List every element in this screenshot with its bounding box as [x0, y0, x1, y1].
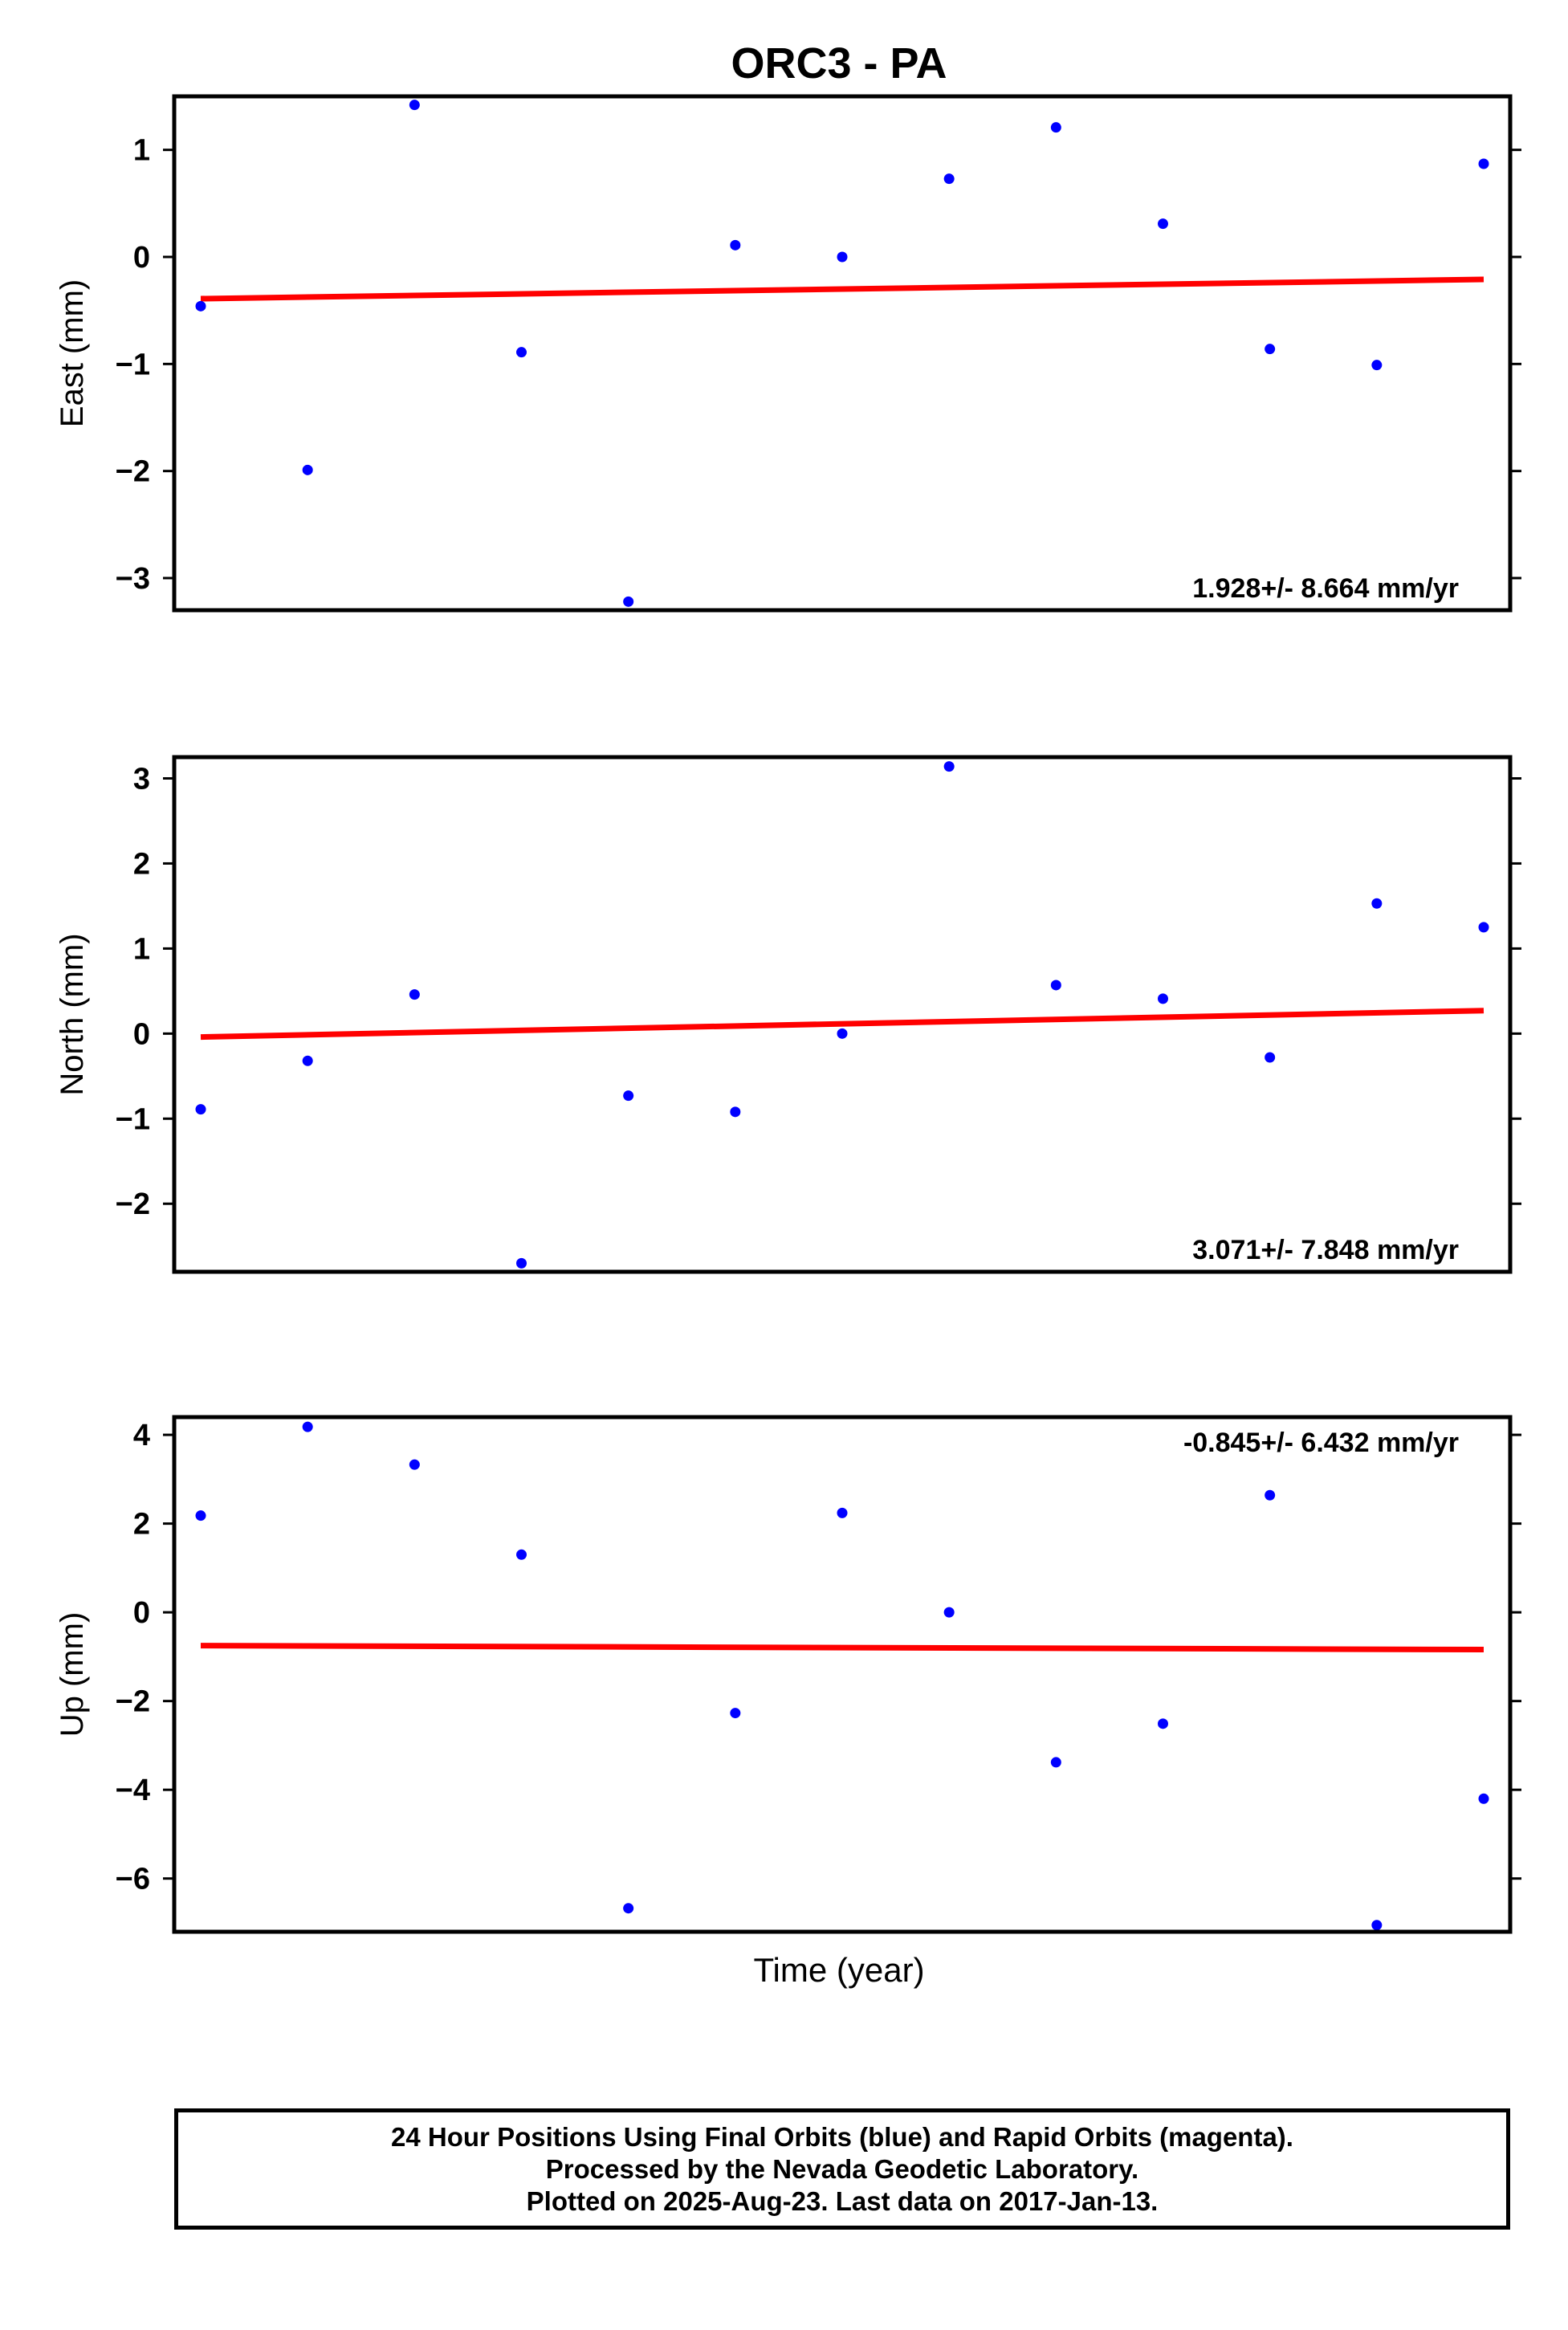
east-ytick-label: 1 — [133, 134, 150, 168]
up-ytick-label: −6 — [116, 1863, 150, 1896]
east-ytick-label: −3 — [116, 562, 150, 596]
east-data-point — [1050, 122, 1061, 133]
up-ytick-label: 2 — [133, 1508, 150, 1542]
north-rate-label: 3.071+/- 7.848 mm/yr — [1192, 1235, 1459, 1265]
east-data-point — [302, 464, 313, 475]
east-ytick-label: −1 — [116, 348, 150, 381]
east-data-point — [1478, 158, 1489, 169]
east-data-point — [730, 239, 741, 251]
up-ytick-label: 0 — [133, 1596, 150, 1630]
footer-line-plotted: Plotted on 2025-Aug-23. Last data on 201… — [526, 2185, 1159, 2216]
north-data-point — [730, 1106, 741, 1118]
up-data-point — [1050, 1757, 1061, 1768]
east-panel: 1 0 −1 −2 −3 East (mm) 1.928+/- 8.664 mm/yr — [55, 94, 1521, 613]
east-plot-frame — [172, 94, 1513, 613]
up-trend-line — [200, 1643, 1485, 1653]
up-rate-label: -0.845+/- 6.432 mm/yr — [1183, 1428, 1459, 1458]
east-data-point — [1265, 344, 1276, 355]
east-y-axis-label: East (mm) — [55, 279, 90, 427]
up-plot-frame — [172, 1415, 1513, 1934]
north-data-point — [302, 1055, 313, 1066]
north-ytick-label: −2 — [116, 1187, 150, 1221]
up-data-point — [302, 1421, 313, 1432]
chart-title: ORC3 - PA — [731, 39, 947, 88]
up-data-point — [1478, 1793, 1489, 1804]
north-data-point — [516, 1257, 527, 1269]
up-panel: 4 2 0 −2 −4 −6 Up (mm) -0.845+/- 6.432 mm/yr — [55, 1415, 1521, 1934]
east-data-point — [1371, 360, 1383, 371]
north-trend-line — [200, 1008, 1485, 1041]
north-data-point — [1265, 1052, 1276, 1063]
up-ytick-label: −2 — [116, 1685, 150, 1719]
up-data-point — [1265, 1489, 1276, 1501]
east-data-point — [837, 251, 848, 263]
up-data-point — [195, 1510, 206, 1521]
up-data-point — [837, 1507, 848, 1518]
east-trend-line — [200, 276, 1485, 302]
north-data-point — [195, 1104, 206, 1115]
north-panel: 3 2 1 0 −1 −2 North (mm) 3.071+/- 7.848 mm/yr — [55, 755, 1521, 1274]
panels: 1 0 −1 −2 −3 East (mm) 1.928+/- 8.664 mm/yr 3 2 1… — [55, 94, 1521, 1934]
up-data-point — [943, 1607, 955, 1618]
north-data-point — [1371, 898, 1383, 909]
north-data-point — [623, 1090, 634, 1102]
north-y-axis-label: North (mm) — [55, 933, 90, 1095]
north-data-point — [837, 1028, 848, 1039]
east-data-point — [1158, 218, 1168, 230]
up-y-axis-label: Up (mm) — [55, 1612, 90, 1737]
east-rate-label: 1.928+/- 8.664 mm/yr — [1192, 573, 1459, 604]
north-ytick-label: 2 — [133, 847, 150, 881]
east-ytick-label: 0 — [133, 241, 150, 275]
up-ytick-label: −4 — [116, 1774, 150, 1807]
up-ytick-label: 4 — [133, 1419, 150, 1452]
up-data-point — [623, 1903, 634, 1914]
north-data-point — [1158, 993, 1168, 1004]
north-data-point — [409, 989, 420, 1000]
north-data-point — [1050, 980, 1061, 991]
footer-box: 24 Hour Positions Using Final Orbits (bl… — [174, 2108, 1510, 2230]
up-data-point — [1371, 1920, 1383, 1931]
north-ytick-label: −1 — [116, 1102, 150, 1136]
east-data-point — [943, 173, 955, 185]
east-data-point — [409, 100, 420, 111]
up-data-point — [409, 1459, 420, 1470]
north-plot-frame — [172, 755, 1513, 1274]
up-data-point — [730, 1708, 741, 1719]
north-ytick-label: 0 — [133, 1017, 150, 1051]
north-data-point — [943, 761, 955, 772]
east-data-point — [195, 300, 206, 312]
east-data-point — [623, 596, 634, 607]
footer-line-processed: Processed by the Nevada Geodetic Laborat… — [545, 2153, 1139, 2184]
up-data-point — [1158, 1718, 1168, 1729]
east-ytick-label: −2 — [116, 455, 150, 489]
up-data-point — [516, 1549, 527, 1560]
x-axis-label: Time (year) — [753, 1951, 924, 1989]
east-data-point — [516, 347, 527, 358]
north-data-point — [1478, 922, 1489, 933]
north-ytick-label: 3 — [133, 762, 150, 796]
footer-line-orbits: 24 Hour Positions Using Final Orbits (bl… — [391, 2121, 1293, 2152]
north-ytick-label: 1 — [133, 932, 150, 966]
